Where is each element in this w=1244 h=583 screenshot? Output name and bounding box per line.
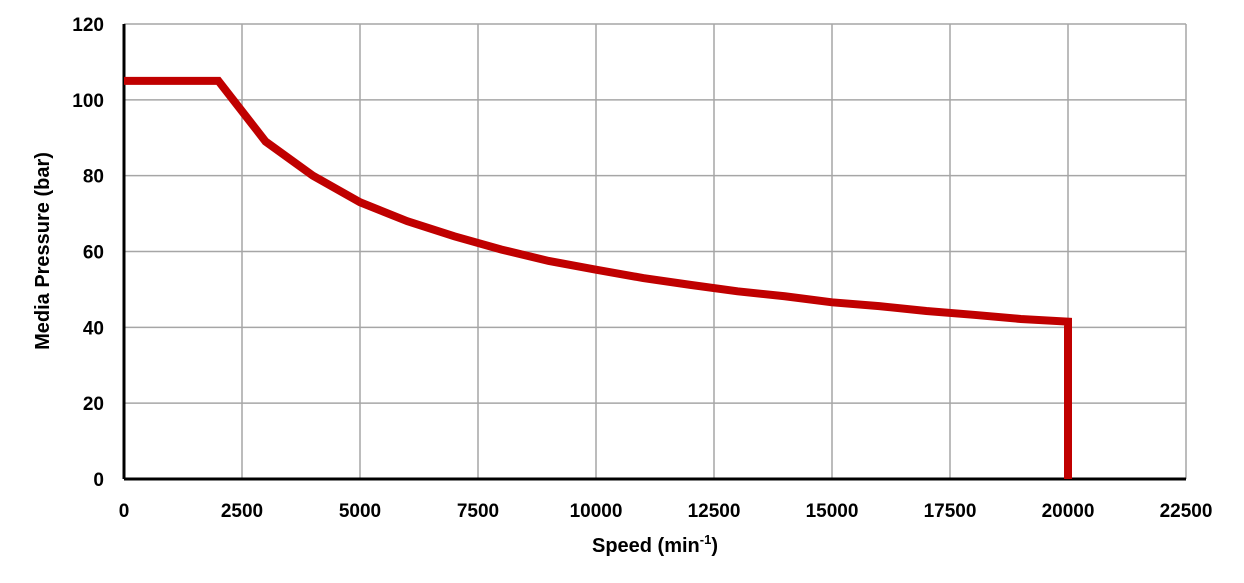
y-tick-label: 0 [93, 470, 104, 491]
y-tick-label: 40 [83, 318, 104, 339]
y-tick-label: 120 [72, 15, 104, 36]
x-tick-label: 15000 [806, 501, 859, 522]
x-tick-label: 2500 [221, 501, 263, 522]
x-tick-label: 17500 [924, 501, 977, 522]
grid [124, 23, 1187, 479]
x-axis-title: Speed (min-1) [592, 532, 718, 557]
x-tick-label: 10000 [570, 501, 623, 522]
y-tick-label: 60 [83, 243, 104, 264]
x-tick-label: 20000 [1042, 501, 1095, 522]
series-line [124, 76, 1072, 479]
y-tick-label: 100 [72, 91, 104, 112]
tick-labels: 0 2500 5000 7500 10000 12500 15000 17500 20000 22… [72, 15, 1212, 522]
x-tick-label: 0 [119, 501, 130, 522]
x-tick-label: 22500 [1160, 501, 1213, 522]
x-axis-title-text: Speed (min [592, 535, 700, 557]
x-tick-label: 12500 [688, 501, 741, 522]
x-tick-label: 5000 [339, 501, 381, 522]
y-axis-title: Media Pressure (bar) [32, 152, 54, 350]
x-axis-title-superscript: -1 [700, 532, 712, 547]
y-tick-label: 20 [83, 394, 104, 415]
y-tick-label: 80 [83, 167, 104, 188]
x-axis-title-close: ) [711, 535, 718, 557]
series-group [124, 76, 1072, 479]
x-tick-label: 7500 [457, 501, 499, 522]
axes [122, 24, 1186, 481]
